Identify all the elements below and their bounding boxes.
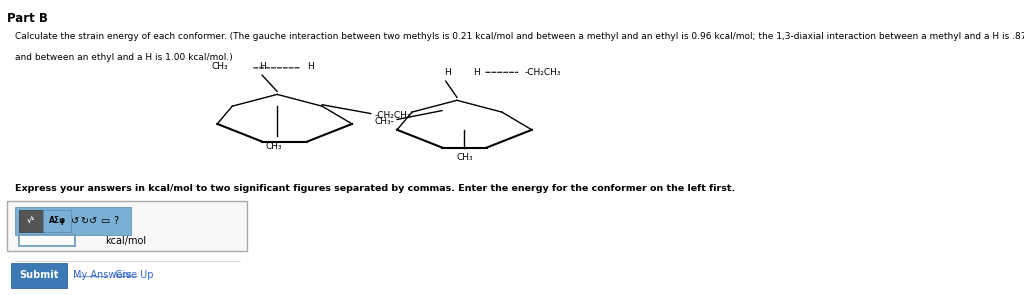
Text: Calculate the strain energy of each conformer. (The gauche interaction between t: Calculate the strain energy of each conf… [15, 32, 1024, 42]
Text: Submit: Submit [19, 270, 58, 280]
Text: My Answers: My Answers [73, 270, 131, 280]
Text: -CH₂CH₃: -CH₂CH₃ [524, 68, 561, 77]
FancyBboxPatch shape [7, 201, 247, 251]
Text: Give Up: Give Up [115, 270, 154, 280]
Text: H: H [259, 62, 265, 71]
Text: ?: ? [114, 216, 119, 226]
Bar [18, 235, 75, 246]
Text: √¹: √¹ [28, 216, 36, 225]
Text: ▭: ▭ [100, 216, 110, 226]
Text: and between an ethyl and a H is 1.00 kcal/mol.): and between an ethyl and a H is 1.00 kca… [15, 53, 232, 62]
Text: CH₃: CH₃ [456, 153, 473, 163]
Text: ↺: ↺ [89, 216, 97, 226]
FancyBboxPatch shape [11, 263, 68, 288]
Text: CH₃: CH₃ [212, 62, 228, 71]
Text: ↻: ↻ [80, 216, 88, 226]
Text: kcal/mol: kcal/mol [104, 236, 146, 246]
Text: Express your answers in kcal/mol to two significant figures separated by commas.: Express your answers in kcal/mol to two … [15, 184, 735, 194]
Text: H: H [444, 68, 452, 77]
Text: CH₃: CH₃ [265, 142, 282, 151]
Text: CH₃-: CH₃- [375, 117, 395, 126]
Text: -CH₂CH₃: -CH₂CH₃ [375, 111, 411, 120]
Text: H: H [307, 62, 314, 71]
Text: ↺: ↺ [71, 216, 79, 226]
FancyBboxPatch shape [18, 210, 44, 232]
Text: Part B: Part B [7, 12, 48, 25]
Text: H: H [473, 68, 479, 77]
FancyBboxPatch shape [15, 206, 131, 235]
FancyBboxPatch shape [43, 210, 71, 232]
Text: AΣφ: AΣφ [49, 216, 67, 225]
